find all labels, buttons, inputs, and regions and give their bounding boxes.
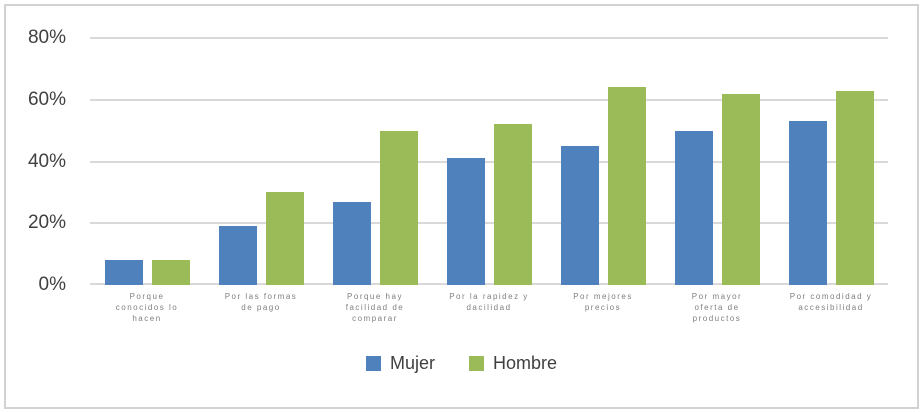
y-axis: 0% 20% 40% 60% 80% bbox=[0, 27, 66, 295]
legend-label: Hombre bbox=[492, 353, 558, 373]
bar-mujer-7 bbox=[788, 121, 827, 285]
bar-group bbox=[660, 38, 774, 285]
bar-mujer-5 bbox=[560, 146, 599, 285]
gridline bbox=[90, 160, 888, 163]
y-tick-label: 0% bbox=[38, 274, 66, 295]
legend: Mujer Hombre bbox=[0, 353, 923, 374]
bar-hombre-3 bbox=[379, 130, 418, 285]
legend-item-hombre: Hombre bbox=[468, 353, 558, 374]
bar-mujer-6 bbox=[674, 130, 713, 285]
category-label: Por la rapidez y dacilidad bbox=[449, 292, 529, 312]
gridline bbox=[90, 98, 888, 101]
bar-groups bbox=[90, 38, 888, 285]
legend-swatch-hombre bbox=[468, 356, 484, 371]
bar-group bbox=[318, 38, 432, 285]
bar-mujer-3 bbox=[332, 201, 371, 285]
x-axis-labels: Porque conocidos lo hacen Por las formas … bbox=[90, 291, 888, 324]
bar-hombre-4 bbox=[493, 124, 532, 285]
category-label: Por mejores precios bbox=[573, 292, 633, 312]
y-tick-label: 80% bbox=[27, 27, 66, 48]
bar-group bbox=[774, 38, 888, 285]
legend-item-mujer: Mujer bbox=[365, 353, 435, 374]
y-tick-label: 60% bbox=[27, 88, 66, 110]
bar-mujer-1 bbox=[104, 260, 143, 285]
bar-group bbox=[204, 38, 318, 285]
category-label: Por mayor oferta de productos bbox=[691, 292, 743, 323]
category-label: Porque hay facilidad de comparar bbox=[345, 292, 405, 323]
gridline bbox=[90, 222, 888, 225]
bar-group bbox=[546, 38, 660, 285]
legend-label: Mujer bbox=[389, 353, 435, 373]
legend-swatch-mujer bbox=[365, 356, 381, 371]
bar-mujer-4 bbox=[446, 158, 485, 285]
bar-group bbox=[432, 38, 546, 285]
category-label: Porque conocidos lo hacen bbox=[115, 292, 179, 323]
gridline bbox=[90, 37, 888, 39]
category-label: Por las formas de pago bbox=[224, 292, 298, 312]
y-tick-label: 20% bbox=[27, 212, 66, 234]
bar-hombre-1 bbox=[151, 260, 190, 285]
plot-area bbox=[90, 37, 888, 285]
bar-hombre-5 bbox=[607, 87, 646, 285]
category-label: Por comodidad y accesibilidad bbox=[789, 292, 873, 312]
gridline bbox=[90, 283, 888, 285]
y-tick-label: 40% bbox=[27, 150, 66, 172]
bar-group bbox=[90, 38, 204, 285]
bar-hombre-2 bbox=[265, 192, 304, 285]
bar-hombre-6 bbox=[721, 93, 760, 285]
bar-hombre-7 bbox=[835, 90, 874, 285]
bar-mujer-2 bbox=[218, 226, 257, 285]
